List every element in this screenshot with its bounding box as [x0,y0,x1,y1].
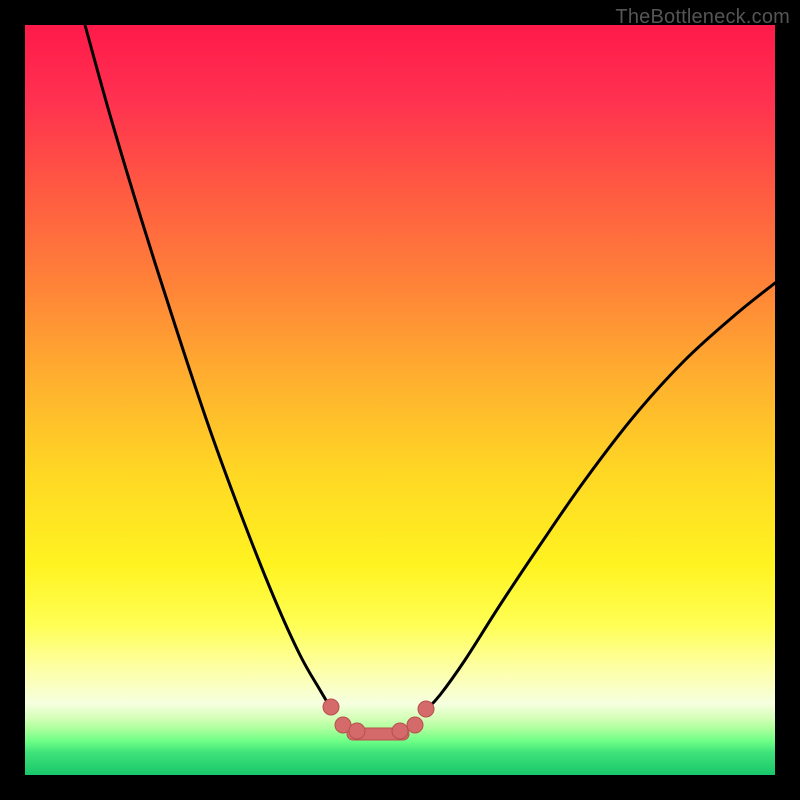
plot-frame [25,25,775,775]
curve-layer [25,25,775,775]
watermark-text: TheBottleneck.com [615,6,790,29]
bottom-marker-dot [407,717,423,733]
bottom-marker-group [323,699,434,740]
curve-right-branch [425,283,775,711]
curve-left-branch [85,25,332,710]
bottom-marker-dot [392,723,408,739]
bottom-marker-dot [323,699,339,715]
bottom-marker-dot [349,723,365,739]
bottom-marker-dot [418,701,434,717]
